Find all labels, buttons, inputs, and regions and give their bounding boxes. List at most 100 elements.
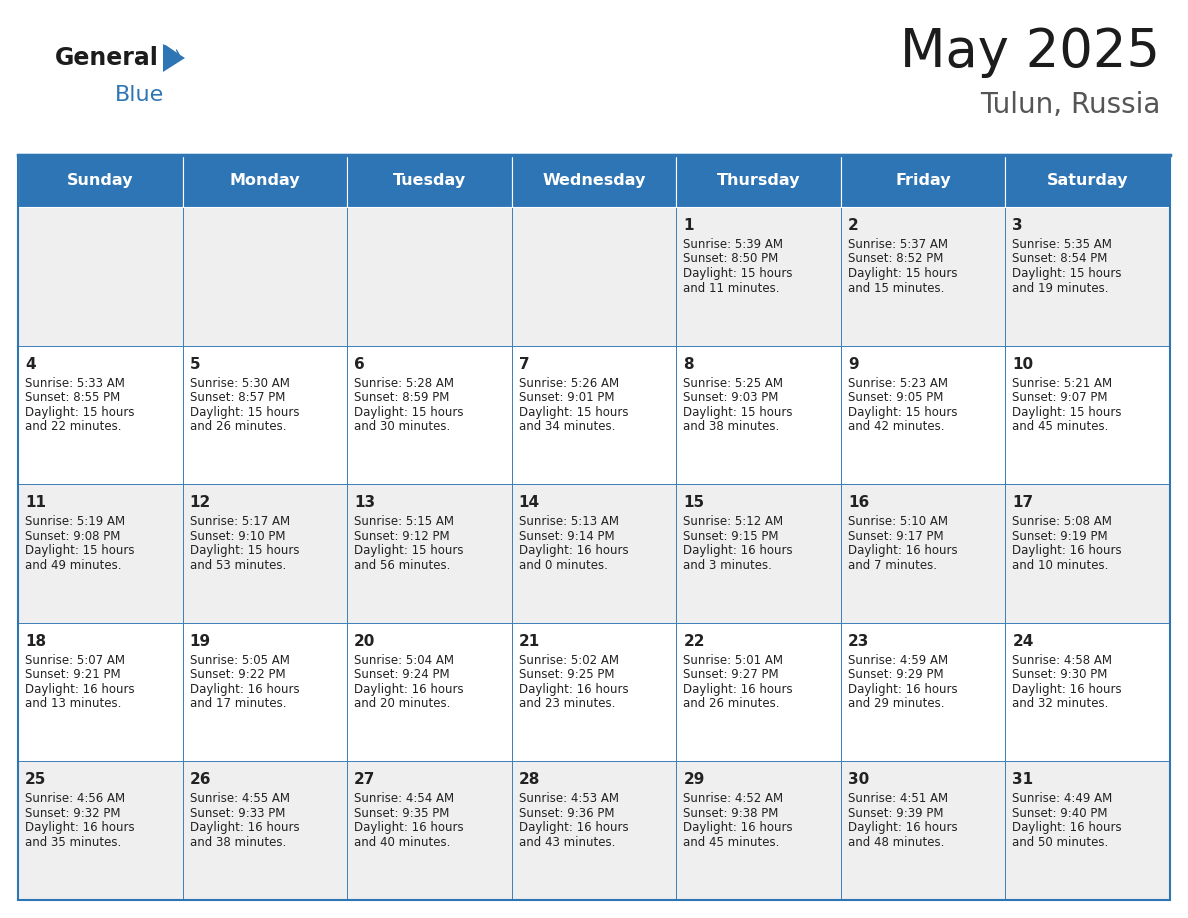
Text: Daylight: 16 hours: Daylight: 16 hours xyxy=(683,544,792,557)
Bar xyxy=(347,155,512,207)
Text: Daylight: 15 hours: Daylight: 15 hours xyxy=(848,406,958,419)
Text: General: General xyxy=(55,46,159,70)
Text: Sunrise: 4:51 AM: Sunrise: 4:51 AM xyxy=(848,792,948,805)
Bar xyxy=(18,484,183,622)
Bar xyxy=(183,484,347,622)
Text: Sunset: 9:22 PM: Sunset: 9:22 PM xyxy=(190,668,285,681)
Text: Sunset: 9:15 PM: Sunset: 9:15 PM xyxy=(683,530,779,543)
Bar xyxy=(841,155,1005,207)
Text: Sunrise: 4:54 AM: Sunrise: 4:54 AM xyxy=(354,792,454,805)
Bar xyxy=(841,345,1005,484)
Text: Tulun, Russia: Tulun, Russia xyxy=(980,91,1159,119)
Text: Sunset: 9:39 PM: Sunset: 9:39 PM xyxy=(848,807,943,820)
Text: and 40 minutes.: and 40 minutes. xyxy=(354,836,450,849)
Text: 4: 4 xyxy=(25,356,36,372)
Text: Daylight: 16 hours: Daylight: 16 hours xyxy=(25,822,134,834)
Text: 25: 25 xyxy=(25,772,46,788)
Text: Sunrise: 5:21 AM: Sunrise: 5:21 AM xyxy=(1012,376,1112,389)
Text: and 26 minutes.: and 26 minutes. xyxy=(683,698,779,711)
Bar xyxy=(347,761,512,900)
Text: and 11 minutes.: and 11 minutes. xyxy=(683,282,779,295)
Text: Daylight: 16 hours: Daylight: 16 hours xyxy=(519,822,628,834)
Bar xyxy=(512,622,676,761)
Bar xyxy=(18,761,183,900)
Text: Daylight: 15 hours: Daylight: 15 hours xyxy=(519,406,628,419)
Text: and 23 minutes.: and 23 minutes. xyxy=(519,698,615,711)
Bar xyxy=(183,761,347,900)
Text: Sunset: 9:35 PM: Sunset: 9:35 PM xyxy=(354,807,449,820)
Text: Daylight: 16 hours: Daylight: 16 hours xyxy=(683,683,792,696)
Text: 3: 3 xyxy=(1012,218,1023,233)
Text: Sunrise: 5:19 AM: Sunrise: 5:19 AM xyxy=(25,515,125,528)
Text: Sunset: 9:03 PM: Sunset: 9:03 PM xyxy=(683,391,778,404)
Text: Daylight: 15 hours: Daylight: 15 hours xyxy=(190,544,299,557)
Text: Wednesday: Wednesday xyxy=(542,174,646,188)
Bar xyxy=(512,207,676,345)
Bar xyxy=(18,345,183,484)
Text: Sunset: 9:14 PM: Sunset: 9:14 PM xyxy=(519,530,614,543)
Text: Sunrise: 5:30 AM: Sunrise: 5:30 AM xyxy=(190,376,290,389)
Text: and 32 minutes.: and 32 minutes. xyxy=(1012,698,1108,711)
Polygon shape xyxy=(163,44,185,72)
Text: Daylight: 16 hours: Daylight: 16 hours xyxy=(683,822,792,834)
Bar xyxy=(1005,345,1170,484)
Text: and 45 minutes.: and 45 minutes. xyxy=(683,836,779,849)
Text: Sunrise: 4:56 AM: Sunrise: 4:56 AM xyxy=(25,792,125,805)
Text: Friday: Friday xyxy=(896,174,950,188)
Text: and 35 minutes.: and 35 minutes. xyxy=(25,836,121,849)
Text: Sunrise: 5:15 AM: Sunrise: 5:15 AM xyxy=(354,515,454,528)
Text: Daylight: 15 hours: Daylight: 15 hours xyxy=(354,544,463,557)
Text: Thursday: Thursday xyxy=(716,174,801,188)
Text: Sunset: 8:57 PM: Sunset: 8:57 PM xyxy=(190,391,285,404)
Bar xyxy=(18,155,1170,900)
Text: Daylight: 15 hours: Daylight: 15 hours xyxy=(25,406,134,419)
Text: Daylight: 16 hours: Daylight: 16 hours xyxy=(519,683,628,696)
Bar xyxy=(183,345,347,484)
Text: 10: 10 xyxy=(1012,356,1034,372)
Text: and 17 minutes.: and 17 minutes. xyxy=(190,698,286,711)
Text: Daylight: 15 hours: Daylight: 15 hours xyxy=(1012,406,1121,419)
Text: Blue: Blue xyxy=(115,85,164,105)
Text: Sunset: 9:32 PM: Sunset: 9:32 PM xyxy=(25,807,120,820)
Text: and 38 minutes.: and 38 minutes. xyxy=(190,836,286,849)
Text: Sunset: 8:50 PM: Sunset: 8:50 PM xyxy=(683,252,778,265)
Text: Sunrise: 5:13 AM: Sunrise: 5:13 AM xyxy=(519,515,619,528)
Text: Sunrise: 5:25 AM: Sunrise: 5:25 AM xyxy=(683,376,783,389)
Text: 27: 27 xyxy=(354,772,375,788)
Text: Sunrise: 5:10 AM: Sunrise: 5:10 AM xyxy=(848,515,948,528)
Text: and 3 minutes.: and 3 minutes. xyxy=(683,559,772,572)
Text: Daylight: 15 hours: Daylight: 15 hours xyxy=(354,406,463,419)
Text: Sunrise: 5:05 AM: Sunrise: 5:05 AM xyxy=(190,654,290,666)
Bar xyxy=(676,761,841,900)
Text: and 38 minutes.: and 38 minutes. xyxy=(683,420,779,433)
Text: Daylight: 16 hours: Daylight: 16 hours xyxy=(354,822,463,834)
Text: Daylight: 15 hours: Daylight: 15 hours xyxy=(683,406,792,419)
Bar xyxy=(676,155,841,207)
Text: Sunset: 9:10 PM: Sunset: 9:10 PM xyxy=(190,530,285,543)
Text: 24: 24 xyxy=(1012,633,1034,649)
Text: Daylight: 15 hours: Daylight: 15 hours xyxy=(190,406,299,419)
Text: 28: 28 xyxy=(519,772,541,788)
Text: Sunrise: 5:12 AM: Sunrise: 5:12 AM xyxy=(683,515,783,528)
Bar xyxy=(1005,207,1170,345)
Text: Sunrise: 5:02 AM: Sunrise: 5:02 AM xyxy=(519,654,619,666)
Text: and 42 minutes.: and 42 minutes. xyxy=(848,420,944,433)
Text: Sunrise: 4:53 AM: Sunrise: 4:53 AM xyxy=(519,792,619,805)
Text: Sunrise: 4:58 AM: Sunrise: 4:58 AM xyxy=(1012,654,1112,666)
Text: Daylight: 15 hours: Daylight: 15 hours xyxy=(25,544,134,557)
Text: Sunset: 8:55 PM: Sunset: 8:55 PM xyxy=(25,391,120,404)
Text: Sunset: 9:07 PM: Sunset: 9:07 PM xyxy=(1012,391,1108,404)
Text: 22: 22 xyxy=(683,633,704,649)
Text: May 2025: May 2025 xyxy=(901,26,1159,78)
Bar xyxy=(512,155,676,207)
Text: 11: 11 xyxy=(25,495,46,510)
Text: Sunset: 9:40 PM: Sunset: 9:40 PM xyxy=(1012,807,1108,820)
Bar xyxy=(512,345,676,484)
Text: 20: 20 xyxy=(354,633,375,649)
Text: and 20 minutes.: and 20 minutes. xyxy=(354,698,450,711)
Text: and 50 minutes.: and 50 minutes. xyxy=(1012,836,1108,849)
Text: Sunrise: 4:59 AM: Sunrise: 4:59 AM xyxy=(848,654,948,666)
Bar xyxy=(676,345,841,484)
Bar xyxy=(841,484,1005,622)
Text: Sunset: 9:29 PM: Sunset: 9:29 PM xyxy=(848,668,943,681)
